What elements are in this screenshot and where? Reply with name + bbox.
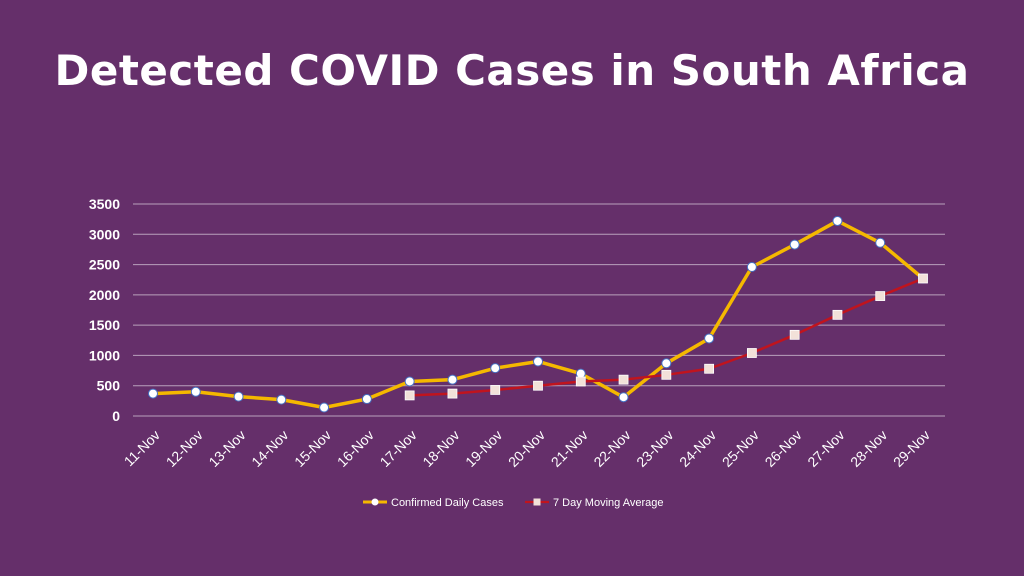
- x-tick-label: 19-Nov: [462, 427, 505, 470]
- data-point: [447, 388, 458, 399]
- data-point: [704, 333, 715, 344]
- x-tick-label: 15-Nov: [291, 427, 334, 470]
- x-tick-label: 14-Nov: [248, 427, 291, 470]
- x-tick-label: 12-Nov: [163, 427, 206, 470]
- data-point: [276, 394, 287, 405]
- x-tick-label: 26-Nov: [762, 427, 805, 470]
- data-point: [490, 363, 501, 374]
- data-point: [490, 385, 501, 395]
- data-point: [533, 380, 543, 391]
- data-point: [704, 363, 715, 374]
- data-point: [618, 374, 629, 385]
- series-moving-average: [404, 273, 928, 401]
- legend-item: Confirmed Daily Cases: [363, 497, 504, 509]
- data-point: [875, 237, 886, 248]
- y-tick-label: 1000: [89, 347, 120, 363]
- y-tick-label: 2500: [89, 257, 120, 273]
- legend-label: 7 Day Moving Average: [553, 497, 663, 509]
- data-point: [746, 261, 757, 272]
- y-tick-label: 3000: [89, 226, 120, 242]
- series-confirmed-daily-cases: [148, 215, 928, 413]
- legend-marker: [533, 498, 541, 506]
- x-tick-label: 27-Nov: [804, 427, 847, 470]
- legend-item: 7 Day Moving Average: [525, 497, 663, 509]
- x-tick-label: 18-Nov: [419, 427, 462, 470]
- x-tick-label: 20-Nov: [505, 427, 548, 470]
- y-tick-label: 2000: [89, 287, 120, 303]
- y-tick-label: 0: [112, 408, 120, 424]
- data-point: [447, 374, 458, 385]
- data-point: [661, 358, 672, 369]
- data-point: [575, 376, 586, 387]
- y-tick-label: 1500: [89, 317, 120, 333]
- data-point: [918, 273, 928, 284]
- x-tick-label: 28-Nov: [847, 427, 890, 470]
- x-tick-label: 13-Nov: [205, 427, 248, 470]
- legend: Confirmed Daily Cases 7 Day Moving Averag…: [363, 497, 663, 509]
- data-point: [789, 239, 800, 250]
- x-tick-label: 23-Nov: [633, 427, 676, 470]
- legend-label: Confirmed Daily Cases: [391, 497, 504, 509]
- data-point: [533, 356, 543, 367]
- x-tick-label: 22-Nov: [590, 427, 633, 470]
- data-point: [190, 386, 201, 397]
- y-tick-label: 500: [97, 378, 121, 394]
- x-tick-label: 17-Nov: [377, 427, 420, 470]
- series-lines: [148, 215, 928, 413]
- x-tick-label: 25-Nov: [719, 427, 762, 470]
- x-tick-label: 11-Nov: [121, 427, 163, 469]
- data-point: [746, 348, 757, 358]
- data-point: [789, 329, 800, 340]
- chart-title: Detected COVID Cases in South Africa: [54, 46, 970, 95]
- y-tick-label: 3500: [89, 196, 120, 212]
- data-point: [618, 392, 629, 403]
- series-line: [152, 219, 925, 410]
- x-tick-label: 24-Nov: [676, 427, 719, 470]
- data-point: [661, 369, 672, 380]
- data-point: [361, 394, 372, 405]
- data-point: [404, 390, 415, 401]
- x-tick-label: 21-Nov: [548, 427, 591, 470]
- x-tick-label: 29-Nov: [890, 427, 933, 470]
- data-point: [832, 309, 843, 320]
- data-point: [404, 376, 415, 387]
- x-axis-ticks: 11-Nov 12-Nov 13-Nov 14-Nov 15-Nov 16-Nov 17-N…: [121, 427, 933, 470]
- data-point: [148, 388, 158, 399]
- legend-marker: [371, 498, 379, 506]
- data-point: [319, 402, 330, 413]
- y-axis-ticks: 0 500 1000 1500 2000 2500 3000 3500: [89, 196, 120, 424]
- data-point: [875, 291, 886, 301]
- data-point: [832, 215, 843, 226]
- data-point: [233, 391, 244, 402]
- x-tick-label: 16-Nov: [334, 427, 377, 470]
